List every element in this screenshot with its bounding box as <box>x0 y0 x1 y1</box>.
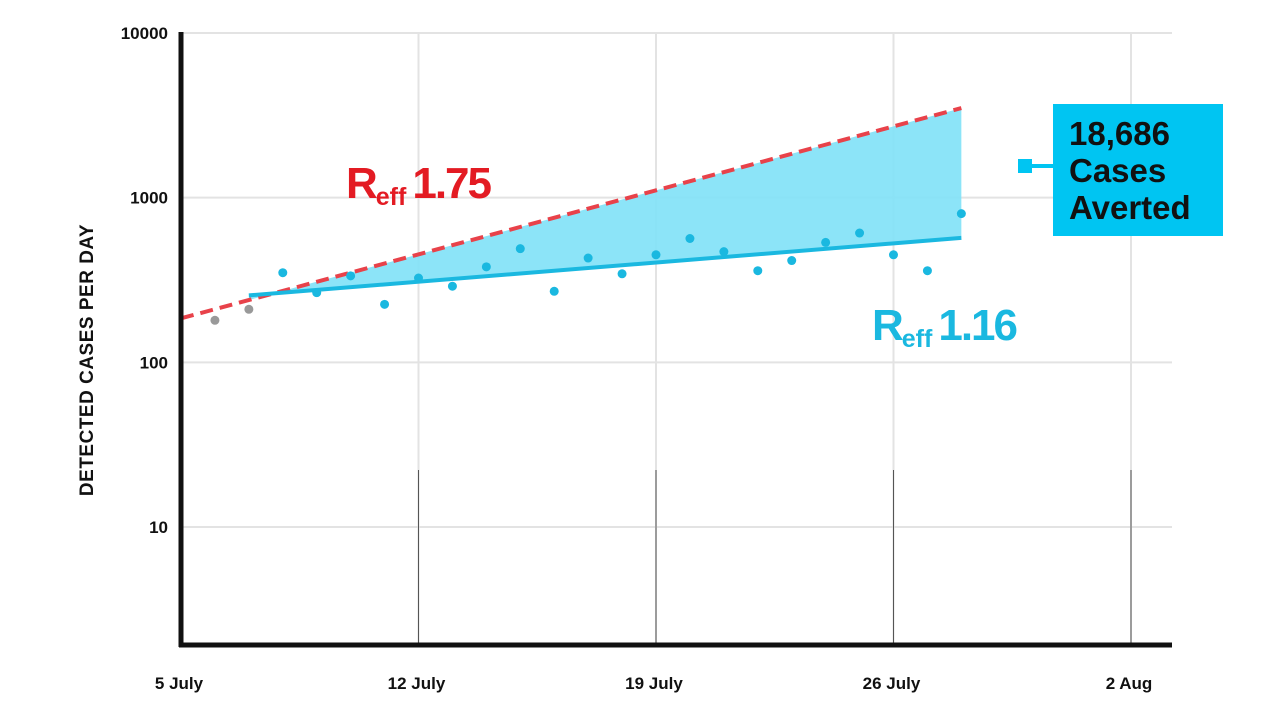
blue-data-point <box>753 266 763 276</box>
blue-data-point <box>956 209 966 219</box>
grid <box>181 32 1172 645</box>
reff-116-trend-line <box>248 235 962 298</box>
y-tick-labels: 10 100 1000 10000 <box>121 24 168 537</box>
blue-data-point <box>414 273 423 283</box>
reff-label-116: Reff 1.16 <box>872 301 1017 353</box>
blue-data-point <box>549 286 559 296</box>
blue-data-point <box>889 250 898 260</box>
blue-data-point <box>515 244 525 254</box>
blue-data-point <box>380 299 390 309</box>
x-tick-label: 2 Aug <box>1106 674 1153 693</box>
callout-marker <box>1018 159 1032 173</box>
grey-data-point <box>244 304 254 314</box>
reff-116-sub: eff <box>902 325 933 353</box>
reff-label-175: Reff 1.75 <box>346 159 492 211</box>
x-tick-label: 26 July <box>863 674 921 693</box>
callout-box <box>1053 104 1223 236</box>
y-tick-label: 10000 <box>121 24 168 43</box>
y-tick-label: 10 <box>149 518 168 537</box>
callout-line-2: Cases <box>1069 152 1166 189</box>
cases-averted-callout: 18,686 Cases Averted <box>1018 104 1223 236</box>
blue-data-point <box>617 269 627 279</box>
reff-175-trend-line <box>180 106 962 321</box>
x-tick-label: 5 July <box>155 674 204 693</box>
blue-data-point <box>922 266 932 276</box>
blue-data-point <box>583 253 593 263</box>
blue-data-point <box>719 247 729 257</box>
y-tick-label: 100 <box>140 353 168 372</box>
y-axis-label: DETECTED CASES PER DAY <box>77 224 98 496</box>
blue-data-point <box>447 281 457 291</box>
blue-data-point <box>481 262 491 272</box>
trend-lines <box>180 106 962 321</box>
x-tick-label: 19 July <box>625 674 683 693</box>
reff-116-r: R <box>872 301 903 350</box>
reff-175-sub: eff <box>376 183 407 211</box>
data-points <box>210 209 966 325</box>
blue-data-point <box>346 271 356 281</box>
blue-data-point <box>312 288 322 298</box>
reff-116-value: 1.16 <box>938 301 1016 350</box>
blue-data-point <box>685 233 695 243</box>
x-tick-labels: 5 July 12 July 19 July 26 July 2 Aug <box>155 674 1152 693</box>
grey-data-point <box>210 315 220 325</box>
reff-175-r: R <box>346 159 377 208</box>
axes <box>178 32 1172 648</box>
blue-data-point <box>278 268 288 278</box>
blue-data-point <box>787 256 797 266</box>
y-tick-label: 1000 <box>130 189 168 208</box>
blue-data-point <box>855 228 865 238</box>
x-tick-label: 12 July <box>388 674 446 693</box>
blue-data-point <box>651 250 661 260</box>
blue-data-point <box>821 237 831 247</box>
callout-line-3: Averted <box>1069 189 1191 226</box>
callout-line-1: 18,686 <box>1069 115 1170 152</box>
reff-175-value: 1.75 <box>412 159 491 208</box>
